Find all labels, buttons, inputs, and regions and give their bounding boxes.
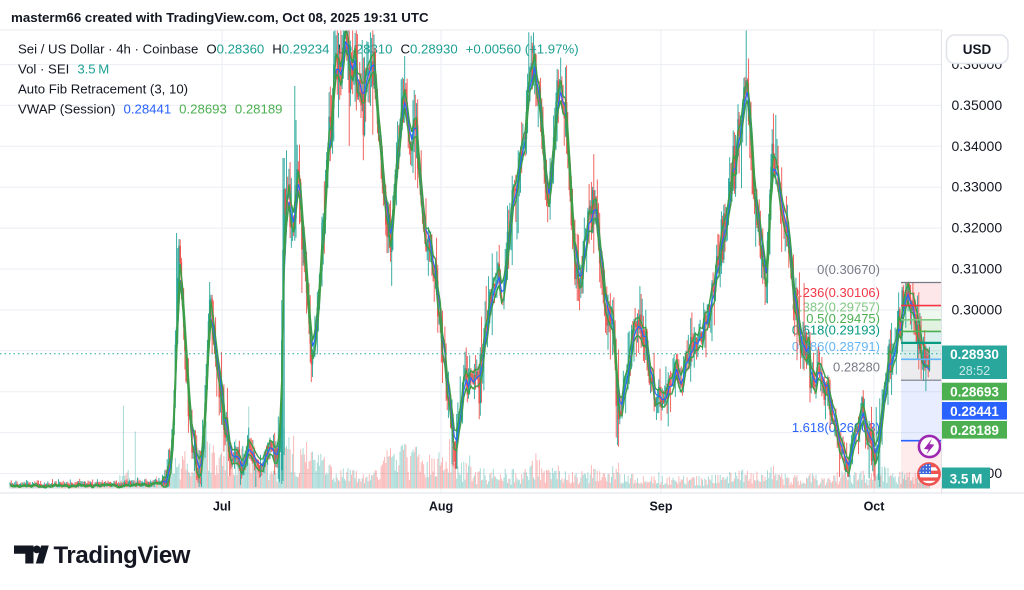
svg-text:0.28930: 0.28930 bbox=[950, 347, 999, 362]
svg-text:0.236(0.30106): 0.236(0.30106) bbox=[792, 285, 880, 300]
svg-text:Jul: Jul bbox=[213, 500, 231, 514]
svg-text:Sep: Sep bbox=[650, 500, 673, 514]
svg-text:Aug: Aug bbox=[429, 500, 453, 514]
svg-text:Auto Fib Retracement (3, 10): Auto Fib Retracement (3, 10) bbox=[18, 82, 188, 97]
svg-text:28:52: 28:52 bbox=[959, 364, 990, 378]
svg-text:0.32000: 0.32000 bbox=[952, 220, 1003, 236]
svg-text:Oct: Oct bbox=[864, 500, 886, 514]
svg-text:0.31000: 0.31000 bbox=[952, 261, 1003, 277]
svg-text:0.33000: 0.33000 bbox=[952, 179, 1003, 195]
svg-text:0.382(0.29757): 0.382(0.29757) bbox=[792, 299, 880, 314]
svg-text:3.5 M: 3.5 M bbox=[950, 472, 983, 487]
svg-text:TradingView: TradingView bbox=[54, 542, 191, 569]
svg-text:masterm66 created with Trading: masterm66 created with TradingView.com, … bbox=[11, 10, 429, 25]
svg-text:0.618(0.29193): 0.618(0.29193) bbox=[792, 322, 880, 337]
svg-text:0.30000: 0.30000 bbox=[952, 301, 1003, 317]
svg-text:0.28693: 0.28693 bbox=[950, 385, 999, 400]
svg-text:0.28189: 0.28189 bbox=[950, 423, 999, 438]
svg-text:0(0.30670): 0(0.30670) bbox=[817, 262, 880, 277]
svg-text:0.786(0.28791): 0.786(0.28791) bbox=[792, 339, 880, 354]
svg-text:0.5(0.29475): 0.5(0.29475) bbox=[806, 311, 880, 326]
svg-text:USD: USD bbox=[963, 42, 992, 57]
svg-text:0.35000: 0.35000 bbox=[952, 97, 1003, 113]
svg-text:0.34000: 0.34000 bbox=[952, 138, 1003, 154]
svg-text:Sei / US Dollar · 4h · Coinbas: Sei / US Dollar · 4h · Coinbase O0.28360 H… bbox=[18, 42, 579, 57]
svg-text:0.28280: 0.28280 bbox=[833, 360, 880, 375]
svg-text:0.28441: 0.28441 bbox=[950, 404, 999, 419]
